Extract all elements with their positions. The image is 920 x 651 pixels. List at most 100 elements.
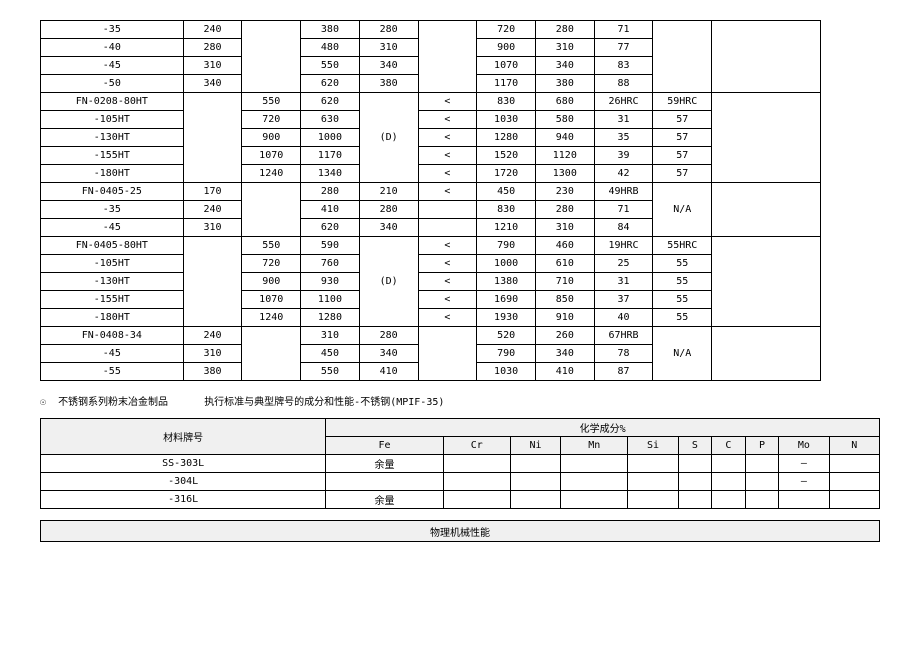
cell: < <box>418 291 477 309</box>
cell: 55 <box>653 309 712 327</box>
cell: 35 <box>594 129 653 147</box>
physical-properties-header-table: 物理机械性能 <box>40 520 880 542</box>
cell <box>443 491 510 509</box>
material-grade: -45 <box>41 219 184 237</box>
cell <box>561 491 628 509</box>
cell: 280 <box>359 21 418 39</box>
cell: 240 <box>183 201 242 219</box>
cell: 280 <box>359 327 418 345</box>
cell: 340 <box>359 219 418 237</box>
cell: 230 <box>535 183 594 201</box>
cell: 1170 <box>301 147 360 165</box>
cell: < <box>418 147 477 165</box>
cell: 280 <box>535 201 594 219</box>
element-header: Fe <box>326 437 443 455</box>
material-grade: FN-0405-25 <box>41 183 184 201</box>
cell: 280 <box>535 21 594 39</box>
cell <box>712 183 821 237</box>
cell <box>712 21 821 93</box>
cell: 310 <box>535 39 594 57</box>
cell: 450 <box>301 345 360 363</box>
material-grade: -40 <box>41 39 184 57</box>
cell: 1030 <box>477 111 536 129</box>
material-grade: -180HT <box>41 165 184 183</box>
cell: 520 <box>477 327 536 345</box>
material-grade: -155HT <box>41 147 184 165</box>
cell: 57 <box>653 165 712 183</box>
cell <box>628 473 678 491</box>
cell: 380 <box>535 75 594 93</box>
material-grade: FN-0405-80HT <box>41 237 184 255</box>
cell: 340 <box>535 345 594 363</box>
chemical-composition-table: 材料牌号化学成分%FeCrNiMnSiSCPMoNSS-303L余量—-304L… <box>40 418 880 509</box>
cell: 39 <box>594 147 653 165</box>
cell: 1690 <box>477 291 536 309</box>
cell: 900 <box>242 273 301 291</box>
cell: 240 <box>183 21 242 39</box>
cell: — <box>779 473 829 491</box>
material-grade-header: 材料牌号 <box>41 419 326 455</box>
cell: 340 <box>359 345 418 363</box>
cell <box>678 473 712 491</box>
cell: 550 <box>301 363 360 381</box>
cell <box>561 455 628 473</box>
cell: < <box>418 183 477 201</box>
cell: 1030 <box>477 363 536 381</box>
cell <box>418 201 477 219</box>
section-title-text-1: 不锈钢系列粉末冶金制品 <box>58 397 168 408</box>
cell: 590 <box>301 237 360 255</box>
cell: 380 <box>359 75 418 93</box>
cell <box>678 455 712 473</box>
material-grade: -155HT <box>41 291 184 309</box>
element-header: Cr <box>443 437 510 455</box>
cell: 1000 <box>301 129 360 147</box>
cell: (D) <box>359 93 418 183</box>
cell: 460 <box>535 237 594 255</box>
cell: 900 <box>242 129 301 147</box>
cell: 1520 <box>477 147 536 165</box>
material-grade: -35 <box>41 21 184 39</box>
cell: 1380 <box>477 273 536 291</box>
cell: 40 <box>594 309 653 327</box>
material-grade: SS-303L <box>41 455 326 473</box>
cell: 280 <box>183 39 242 57</box>
cell: 680 <box>535 93 594 111</box>
cell: 1300 <box>535 165 594 183</box>
cell: 280 <box>301 183 360 201</box>
cell: 340 <box>359 57 418 75</box>
section-title: ☉ 不锈钢系列粉末冶金制品 执行标准与典型牌号的成分和性能-不锈钢(MPIF-3… <box>40 393 880 408</box>
element-header: P <box>745 437 779 455</box>
material-grade: FN-0208-80HT <box>41 93 184 111</box>
cell: 720 <box>242 255 301 273</box>
cell: 380 <box>183 363 242 381</box>
cell: 720 <box>477 21 536 39</box>
cell: 67HRB <box>594 327 653 345</box>
cell: 26HRC <box>594 93 653 111</box>
cell: (D) <box>359 237 418 327</box>
cell: 930 <box>301 273 360 291</box>
cell: 余量 <box>326 455 443 473</box>
cell: 55 <box>653 273 712 291</box>
material-grade: -105HT <box>41 255 184 273</box>
materials-properties-table: -3524038028072028071-4028048031090031077… <box>40 20 880 381</box>
cell: 310 <box>301 327 360 345</box>
cell <box>745 491 779 509</box>
cell: 83 <box>594 57 653 75</box>
cell: < <box>418 165 477 183</box>
cell: 900 <box>477 39 536 57</box>
cell: 1170 <box>477 75 536 93</box>
cell <box>829 491 879 509</box>
cell: 310 <box>183 57 242 75</box>
cell: 87 <box>594 363 653 381</box>
material-grade: -304L <box>41 473 326 491</box>
cell <box>510 455 560 473</box>
cell <box>242 327 301 381</box>
cell: 1000 <box>477 255 536 273</box>
cell <box>183 237 242 327</box>
cell: 310 <box>183 219 242 237</box>
cell: 170 <box>183 183 242 201</box>
cell <box>628 455 678 473</box>
cell: 1340 <box>301 165 360 183</box>
cell: 78 <box>594 345 653 363</box>
cell: 830 <box>477 93 536 111</box>
